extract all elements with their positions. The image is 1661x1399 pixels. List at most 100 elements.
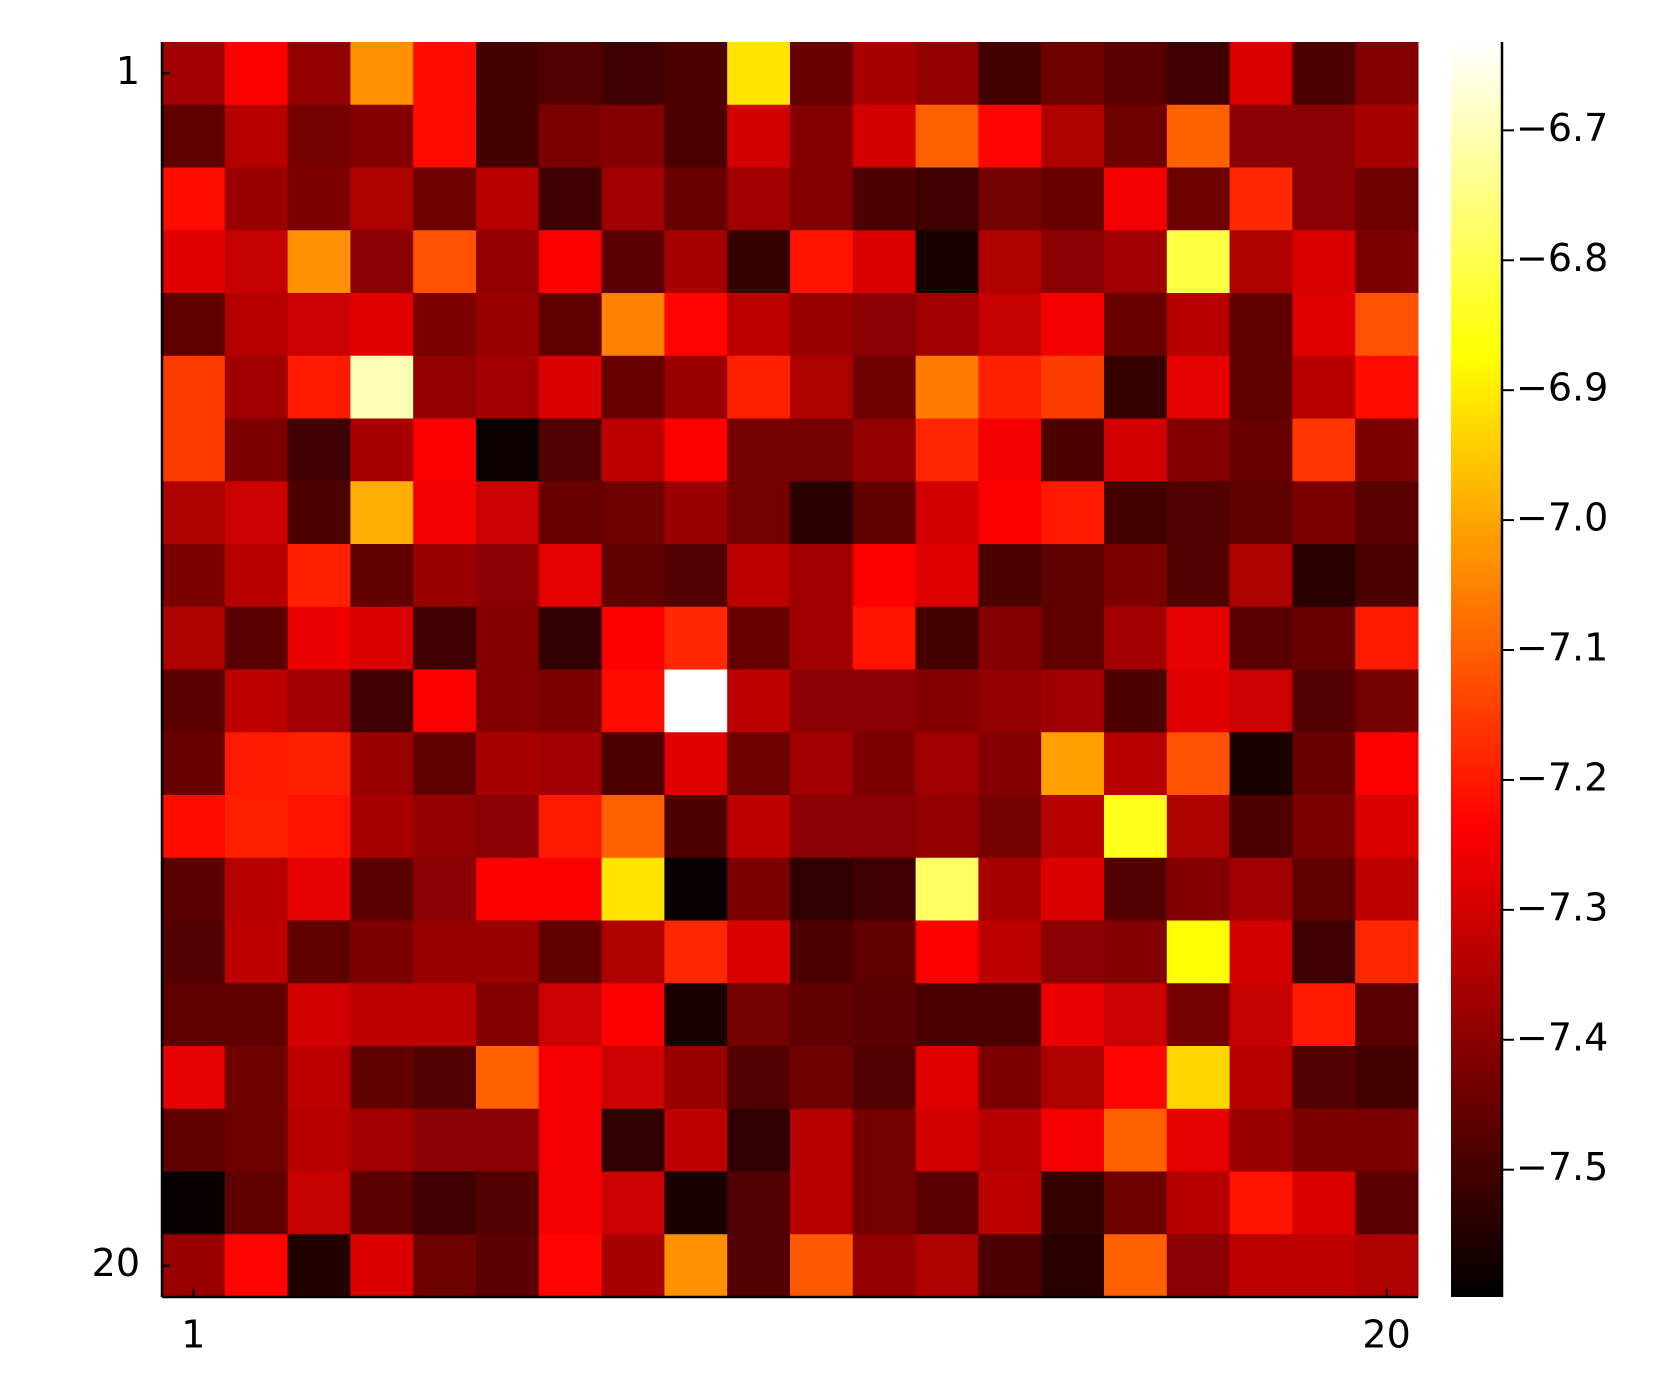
heatmap-cell: [413, 857, 477, 921]
heatmap-cell: [790, 1108, 854, 1172]
heatmap-cell: [413, 669, 477, 733]
heatmap-cell: [978, 355, 1042, 419]
heatmap-cell: [1166, 167, 1231, 231]
heatmap-cell: [350, 795, 414, 859]
heatmap-cell: [1229, 544, 1293, 608]
heatmap-cell: [1355, 983, 1419, 1047]
heatmap-cell: [413, 1234, 477, 1298]
heatmap-cell: [350, 293, 414, 357]
heatmap-cell: [727, 857, 791, 921]
heatmap-cell: [915, 920, 979, 984]
heatmap-cell: [538, 983, 603, 1047]
heatmap-cell: [727, 230, 791, 294]
heatmap-cell: [538, 1171, 603, 1235]
heatmap-cell: [790, 920, 854, 984]
heatmap-cell: [664, 418, 728, 482]
heatmap-cell: [224, 669, 289, 733]
heatmap-cell: [1166, 1108, 1231, 1172]
heatmap-cell: [727, 669, 791, 733]
heatmap-cell: [1355, 857, 1419, 921]
heatmap-cell: [978, 606, 1042, 670]
heatmap-cell: [1355, 104, 1419, 168]
x-tick-label: 1: [181, 1313, 205, 1357]
colorbar-tick-label: −7.4: [1516, 1015, 1608, 1059]
heatmap-cell: [1292, 481, 1356, 545]
heatmap-cell: [727, 606, 791, 670]
heatmap-cell: [162, 795, 226, 859]
heatmap-cell: [852, 1171, 917, 1235]
heatmap-cell: [538, 795, 603, 859]
heatmap-cell: [350, 606, 414, 670]
heatmap-cell: [224, 606, 289, 670]
heatmap-cell: [350, 1046, 414, 1110]
heatmap-cell: [601, 669, 665, 733]
heatmap-cell: [1041, 920, 1105, 984]
heatmap-cell: [413, 355, 477, 419]
heatmap-cell: [664, 544, 728, 608]
heatmap-cell: [852, 104, 917, 168]
heatmap-cell: [287, 42, 351, 106]
heatmap-cell: [1229, 1171, 1293, 1235]
heatmap-cell: [413, 104, 477, 168]
heatmap-cell: [287, 1046, 351, 1110]
heatmap-cell: [1104, 104, 1168, 168]
heatmap-cell: [287, 920, 351, 984]
heatmap-cell: [727, 795, 791, 859]
heatmap-cell: [1355, 732, 1419, 796]
heatmap-cell: [601, 1171, 665, 1235]
heatmap-cell: [538, 293, 603, 357]
heatmap-cell: [1166, 418, 1231, 482]
heatmap-cell: [1292, 795, 1356, 859]
heatmap-cell: [1104, 669, 1168, 733]
heatmap-cell: [224, 857, 289, 921]
heatmap-cell: [224, 42, 289, 106]
colorbar-tick-label: −7.0: [1516, 496, 1608, 540]
heatmap-cell: [601, 983, 665, 1047]
heatmap-cell: [1166, 104, 1231, 168]
colorbar-tick-label: −6.9: [1516, 366, 1608, 410]
heatmap-cell: [978, 1171, 1042, 1235]
heatmap-cell: [287, 481, 351, 545]
heatmap-cell: [1041, 230, 1105, 294]
heatmap-cell: [1292, 544, 1356, 608]
heatmap-cell: [162, 104, 226, 168]
heatmap-cell: [538, 544, 603, 608]
heatmap-cell: [852, 669, 917, 733]
heatmap-cell: [224, 1234, 289, 1298]
heatmap-cell: [1104, 920, 1168, 984]
heatmap-cell: [664, 1108, 728, 1172]
heatmap-cell: [1229, 42, 1293, 106]
heatmap-cell: [1292, 732, 1356, 796]
heatmap-cell: [413, 1046, 477, 1110]
heatmap-cell: [852, 857, 917, 921]
heatmap-cell: [664, 230, 728, 294]
heatmap-cell: [350, 857, 414, 921]
heatmap-cell: [350, 1171, 414, 1235]
heatmap-cell: [224, 167, 289, 231]
heatmap-cell: [224, 293, 289, 357]
heatmap-cell: [915, 104, 979, 168]
heatmap-cell: [413, 167, 477, 231]
heatmap-cell: [978, 920, 1042, 984]
heatmap-cell: [664, 795, 728, 859]
heatmap-cell: [978, 42, 1042, 106]
heatmap-cell: [224, 104, 289, 168]
heatmap-cell: [727, 983, 791, 1047]
heatmap-cell: [350, 920, 414, 984]
heatmap-cell: [790, 230, 854, 294]
heatmap-cell: [790, 104, 854, 168]
heatmap-cell: [287, 418, 351, 482]
heatmap-cell: [664, 1171, 728, 1235]
heatmap-cell: [287, 1171, 351, 1235]
heatmap-cell: [1104, 983, 1168, 1047]
heatmap-cell: [852, 1234, 917, 1298]
heatmap-cell: [1292, 104, 1356, 168]
heatmap-cell: [1292, 1234, 1356, 1298]
heatmap-cell: [1355, 167, 1419, 231]
heatmap-cell: [476, 606, 540, 670]
heatmap-cell: [350, 732, 414, 796]
heatmap-cell: [790, 1046, 854, 1110]
heatmap-cell: [350, 1108, 414, 1172]
heatmap-cell: [601, 293, 665, 357]
heatmap-cell: [538, 230, 603, 294]
